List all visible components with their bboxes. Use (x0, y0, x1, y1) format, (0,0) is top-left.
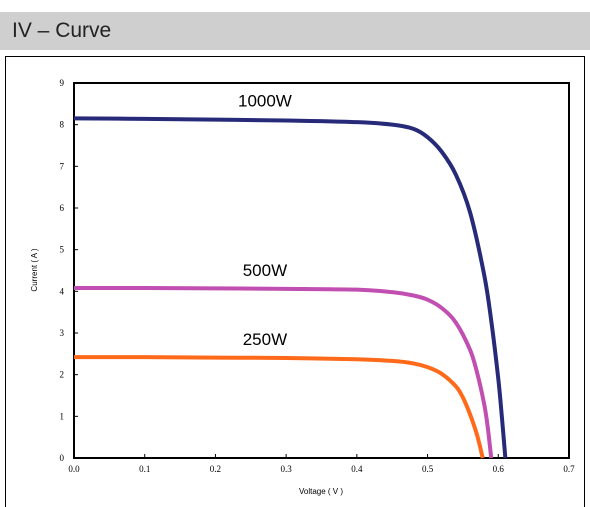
x-tick-label: 0.1 (139, 464, 150, 474)
y-tick-label: 3 (60, 328, 65, 338)
y-tick-label: 8 (60, 120, 65, 130)
x-tick-label: 0.5 (422, 464, 434, 474)
x-tick-label: 0.0 (68, 464, 80, 474)
section-title: IV – Curve (12, 19, 112, 42)
series-line-250W (73, 355, 485, 459)
x-axis-label: Voltage ( V ) (299, 487, 343, 496)
plot-area (73, 82, 570, 459)
y-axis-label: Current ( A ) (30, 248, 39, 291)
y-tick-label: 7 (60, 161, 65, 171)
y-tick-label: 4 (60, 286, 65, 296)
series-line-1000W (73, 116, 508, 459)
chart-frame (5, 56, 585, 507)
axis-ticks: 0.0 0.1 0.2 0.3 0.4 0.5 0.6 0.7 0 1 2 3 4 5 6 7 8 9 (60, 78, 576, 474)
series-label-1000W: 1000W (238, 91, 292, 110)
series-group (73, 116, 508, 459)
x-tick-label: 0.2 (210, 464, 221, 474)
y-tick-label: 0 (60, 453, 65, 463)
y-tick-label: 6 (60, 203, 65, 213)
x-tick-label: 0.6 (493, 464, 505, 474)
series-label-250W: 250W (243, 330, 287, 349)
y-tick-label: 1 (60, 411, 65, 421)
y-tick-label: 5 (60, 245, 65, 255)
y-tick-label: 9 (60, 78, 65, 88)
x-tick-label: 0.4 (351, 464, 363, 474)
series-label-500W: 500W (243, 261, 287, 280)
series-line-500W (73, 285, 494, 459)
series-labels: 1000W 500W 250W (238, 91, 292, 349)
section-header: IV – Curve (0, 12, 590, 50)
x-tick-label: 0.7 (563, 464, 575, 474)
x-tick-label: 0.3 (281, 464, 293, 474)
y-tick-label: 2 (60, 370, 65, 380)
